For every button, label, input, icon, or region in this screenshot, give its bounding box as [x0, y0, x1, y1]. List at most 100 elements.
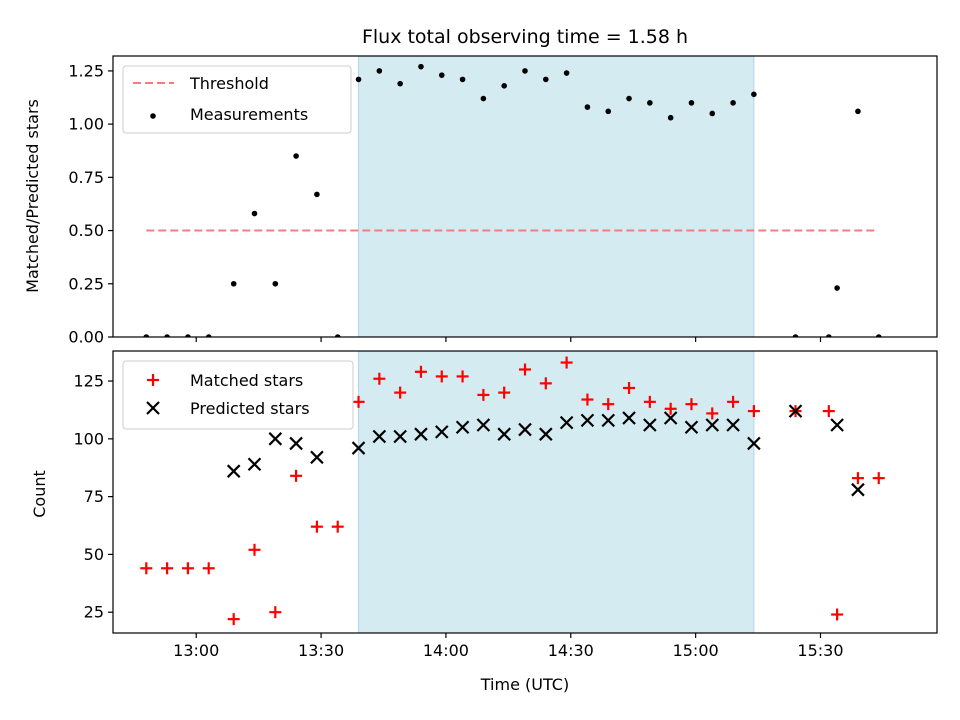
- predicted-star-stroke: [663, 411, 678, 425]
- predicted-star-point: [726, 418, 740, 432]
- plot-content: [140, 351, 885, 633]
- legend-predicted-marker: [146, 401, 160, 415]
- y-tick-label: 1.00: [68, 115, 104, 134]
- x-tick-label: 14:00: [423, 641, 469, 660]
- measurement-point: [834, 285, 840, 291]
- y-tick-label: 25: [84, 603, 104, 622]
- bottom-panel: 25 50 75 100 125 13:00 13:30 14:00 14:30 15:00 15:…: [30, 350, 938, 694]
- predicted-star-point: [289, 436, 303, 451]
- predicted-star-point: [788, 404, 803, 418]
- predicted-star-point: [497, 427, 511, 441]
- predicted-star-stroke: [559, 415, 574, 430]
- y-tick-label: 0.75: [68, 168, 104, 187]
- observing-span-shade: [358, 56, 754, 337]
- x-axis-label: Time (UTC): [480, 675, 569, 694]
- matched-star-point: [456, 370, 469, 383]
- predicted-star-point: [310, 450, 324, 465]
- predicted-star-point: [372, 429, 387, 444]
- measurement-point: [185, 334, 191, 337]
- predicted-star-point: [747, 436, 761, 451]
- matched-star-point: [727, 395, 740, 408]
- predicted-star-point: [684, 420, 699, 435]
- measurement-point: [272, 280, 279, 287]
- legend-matched-label: Matched stars: [190, 371, 303, 390]
- bottom-plot-area: [140, 351, 885, 633]
- top-legend-box: [122, 65, 352, 134]
- top-panel: Flux total observing time = 1.58 h 0.000…: [23, 26, 938, 347]
- matched-star-point: [290, 469, 303, 482]
- predicted-star-stroke: [497, 427, 511, 441]
- predicted-star-stroke: [747, 436, 761, 451]
- measurement-point: [397, 80, 403, 87]
- y-tick-label: 1.25: [68, 61, 104, 80]
- measurement-point: [164, 334, 170, 337]
- measurement-point: [709, 110, 716, 117]
- predicted-star-stroke: [726, 418, 740, 432]
- plot-frame: [112, 350, 938, 634]
- predicted-star-stroke: [643, 418, 657, 432]
- measurement-point: [875, 334, 882, 337]
- bottom-axes: 25 50 75 100 125 13:00 13:30 14:00 14:30 15:00 15:…: [73, 350, 938, 660]
- predicted-star-point: [393, 429, 407, 444]
- matched-star-point: [161, 562, 174, 575]
- predicted-star-point: [476, 418, 491, 432]
- predicted-star-point: [539, 427, 553, 441]
- measurement-point: [418, 63, 424, 70]
- measurement-point: [688, 100, 695, 106]
- measurement-point: [647, 100, 653, 106]
- x-tick-label: 13:00: [173, 641, 219, 660]
- measurement-point: [543, 76, 549, 83]
- predicted-star-point: [851, 482, 865, 497]
- measurement-point: [480, 95, 487, 102]
- predicted-star-stroke: [684, 420, 699, 435]
- predicted-star-stroke: [247, 457, 262, 472]
- top-legend: Threshold Measurements: [122, 65, 352, 134]
- matched-star-point: [822, 405, 835, 418]
- measurement-point: [563, 70, 570, 76]
- predicted-star-stroke: [414, 427, 428, 441]
- predicted-star-point: [580, 413, 595, 428]
- matched-star-point: [414, 365, 427, 378]
- measurement-point: [334, 334, 341, 337]
- measurement-point: [314, 191, 320, 198]
- bottom-legend-box: [122, 360, 354, 430]
- measurement-point: [251, 210, 258, 217]
- top-plot-area: [143, 56, 882, 337]
- predicted-star-stroke: [351, 441, 366, 455]
- measurement-point: [376, 68, 383, 74]
- predicted-star-point: [351, 441, 366, 455]
- predicted-star-stroke: [455, 420, 470, 435]
- plot-frame: [112, 55, 938, 338]
- plot-content: [143, 56, 882, 337]
- predicted-star-point: [559, 415, 574, 430]
- y-tick-label: 0.25: [68, 274, 104, 293]
- measurement-point: [792, 334, 799, 337]
- predicted-star-point: [643, 418, 657, 432]
- predicted-star-point: [518, 422, 532, 437]
- matched-star-point: [269, 606, 282, 619]
- matched-star-point: [851, 472, 864, 485]
- measurement-point: [730, 100, 736, 106]
- matched-star-point: [706, 407, 719, 420]
- matched-star-point: [140, 562, 153, 575]
- predicted-star-stroke: [310, 450, 324, 465]
- y-tick-label: 50: [84, 545, 104, 564]
- bottom-y-axis-label: Count: [30, 470, 49, 518]
- top-axes: 0.00 0.25 0.50 0.75 1.00 1.25: [68, 55, 938, 347]
- predicted-star-point: [622, 411, 636, 425]
- measurement-point: [143, 334, 150, 337]
- matched-star-point: [560, 356, 573, 369]
- measurement-point: [667, 114, 674, 121]
- matched-star-point: [623, 381, 636, 394]
- matched-star-point: [872, 472, 885, 485]
- observing-span-shade: [358, 351, 754, 633]
- matched-star-point: [202, 562, 215, 575]
- predicted-star-stroke: [601, 413, 616, 428]
- measurement-point: [355, 76, 362, 83]
- measurement-point: [459, 76, 466, 83]
- predicted-star-stroke: [788, 404, 803, 418]
- predicted-star-stroke: [851, 482, 865, 497]
- predicted-star-point: [434, 425, 449, 439]
- predicted-star-point: [663, 411, 678, 425]
